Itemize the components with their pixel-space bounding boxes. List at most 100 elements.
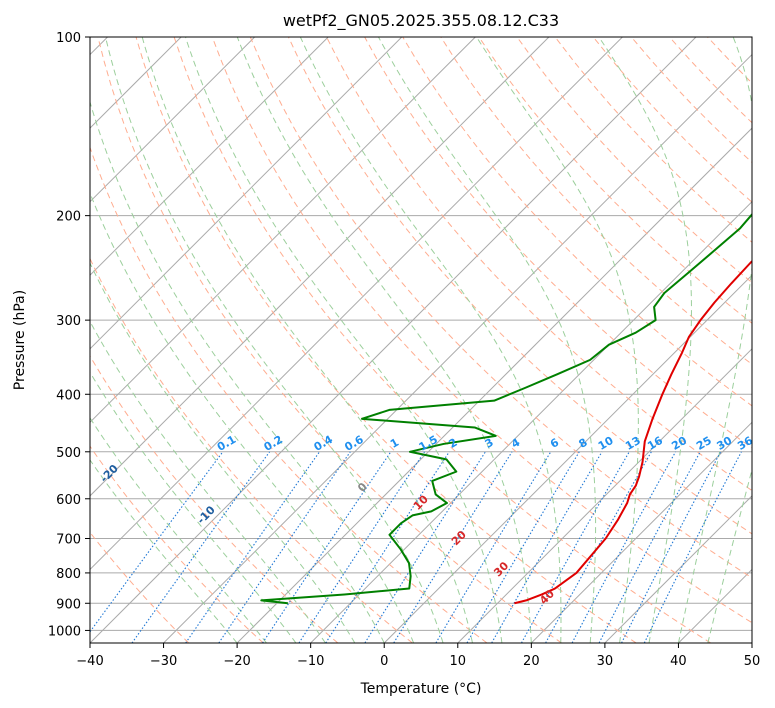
dry-adiabat-line [287, 37, 752, 535]
mixing-ratio-line [545, 451, 652, 643]
dry-adiabat-label: -20 [98, 462, 121, 485]
y-tick-label: 900 [56, 597, 81, 612]
isotherm-line [236, 127, 752, 643]
mixing-ratio-line [520, 451, 630, 643]
x-tick-label: 20 [523, 654, 540, 669]
isotherm-line [751, 642, 752, 643]
moist-adiabat-label: 10 [411, 492, 431, 512]
sounding-profiles [260, 212, 752, 605]
moist-adiabat-line [90, 417, 267, 643]
mixing-ratio-line [262, 451, 392, 643]
isotherm-line [678, 568, 752, 643]
plot-area: -100-90-80-70-60-50-40-30-20-100.10.20.4… [8, 37, 752, 643]
dry-adiabat-line [90, 257, 413, 643]
chart-title: wetPf2_GN05.2025.355.08.12.C33 [283, 11, 559, 31]
isotherm-line [90, 37, 697, 643]
y-tick-label: 300 [56, 314, 81, 329]
isotherm-line [90, 37, 623, 571]
isotherm-line [90, 37, 550, 497]
dry-adiabat-line [669, 37, 752, 124]
isotherm-line [90, 37, 476, 424]
moist-adiabat-label: 30 [491, 559, 511, 579]
x-tick-label: −10 [297, 654, 324, 669]
dry-adiabat-line [440, 37, 752, 365]
mixing-ratio-label: 0.2 [262, 433, 285, 454]
mixing-ratio-line [393, 451, 513, 643]
mixing-ratio-line [466, 451, 580, 643]
dry-adiabat-line [211, 37, 752, 624]
dry-adiabat-line [173, 37, 712, 643]
mixing-ratio-line [643, 451, 742, 643]
dry-adiabat-line [326, 37, 752, 492]
mixing-ratio-label: 10 [596, 434, 616, 453]
isotherm-line [90, 37, 403, 350]
mixing-ratio-label: 3 [483, 436, 496, 451]
isotherm-line [604, 495, 752, 643]
y-tick-label: 200 [56, 210, 81, 225]
x-tick-label: 50 [744, 654, 761, 669]
isotherm-line [163, 53, 752, 643]
moist-adiabat-line [90, 100, 415, 643]
mixing-ratio-line [298, 451, 426, 643]
mixing-ratio-line [598, 451, 701, 643]
x-tick-label: −30 [150, 654, 177, 669]
dry-adiabat-line [90, 355, 339, 643]
moist-adiabat-line [236, 37, 532, 643]
isotherm-line [90, 37, 329, 276]
moist-adiabat-line [677, 37, 752, 643]
dry-adiabat-label: -30 [8, 418, 31, 441]
mixing-ratio-lines [90, 451, 742, 643]
mixing-ratio-label: 16 [645, 434, 665, 453]
moist-adiabat-line [90, 262, 356, 643]
moist-adiabats [90, 37, 752, 643]
moist-adiabat-line [90, 320, 326, 643]
moist-adiabat-line [707, 467, 752, 643]
mixing-ratio-label: 4 [509, 436, 522, 451]
y-tick-label: 600 [56, 493, 81, 508]
moist-adiabat-line [299, 37, 562, 643]
mixing-ratio-line [90, 451, 224, 633]
moist-adiabat-line [90, 191, 385, 643]
y-tick-label: 500 [56, 446, 81, 461]
plot-frame [89, 36, 753, 644]
y-tick-label: 700 [56, 533, 81, 548]
dry-adiabat-line [249, 37, 752, 579]
x-axis-title: Temperature (°C) [360, 681, 482, 697]
moist-adiabat-line [476, 37, 639, 643]
isotherm-grid [90, 37, 752, 643]
dry-adiabat-line [90, 445, 264, 643]
moist-adiabat-line [105, 37, 444, 643]
mixing-ratio-line [131, 451, 271, 643]
x-tick-label: 40 [670, 654, 687, 669]
x-tick-label: −40 [76, 654, 103, 669]
mixing-ratio-line [364, 451, 486, 643]
isotherm-line [90, 37, 256, 203]
mixing-ratio-label: 13 [623, 434, 643, 453]
mixing-ratio-label: 30 [715, 434, 735, 453]
isotherm-line [310, 200, 752, 643]
x-tick-label: −20 [223, 654, 250, 669]
dewpoint-profile-line [260, 212, 752, 605]
dry-adiabat-line [90, 531, 190, 643]
mixing-ratio-label: 25 [694, 434, 714, 453]
isotherm-line [457, 348, 752, 643]
mixing-ratio-label: 20 [669, 434, 689, 453]
moist-adiabat-line [90, 459, 238, 643]
dry-adiabat-line [97, 37, 562, 643]
moist-adiabat-label: 20 [449, 528, 469, 548]
dry-adiabat-line [707, 37, 752, 84]
isobar-grid [90, 37, 752, 631]
mixing-ratio-line [571, 451, 677, 643]
moist-adiabat-line [141, 37, 473, 643]
mixing-ratio-label: 0.6 [342, 433, 366, 454]
isotherm-line [530, 421, 752, 643]
dry-adiabat-line [90, 146, 488, 643]
y-tick-label: 1000 [48, 624, 81, 639]
mixing-ratio-label: 2 [446, 436, 459, 451]
moist-adiabat-label: 40 [537, 587, 557, 607]
mixing-ratio-line [185, 451, 320, 643]
mixing-ratio-label: 0.4 [312, 433, 336, 454]
mixing-ratio-line [621, 451, 722, 643]
y-axis-title: Pressure (hPa) [12, 290, 28, 390]
